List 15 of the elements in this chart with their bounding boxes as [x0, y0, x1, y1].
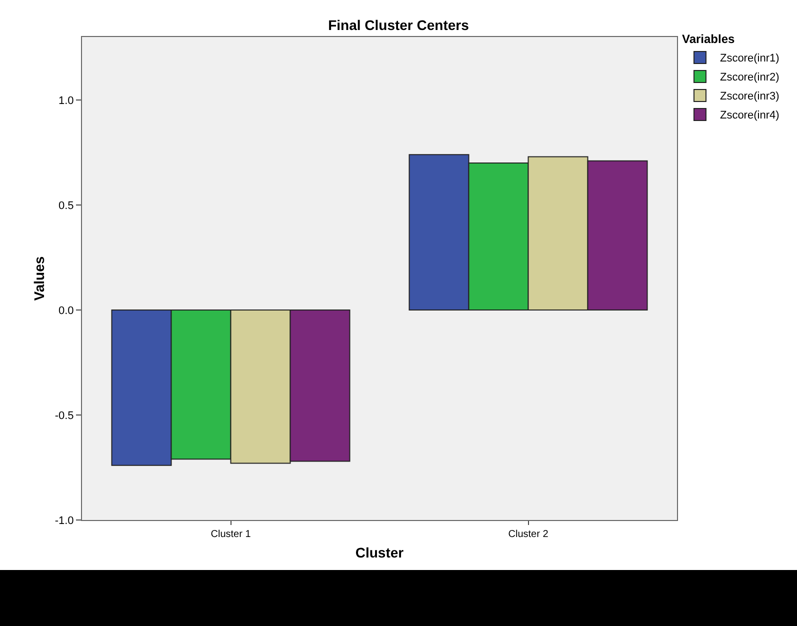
legend-label: Zscore(inr2): [720, 72, 780, 84]
legend-label: Zscore(inr3): [720, 90, 780, 103]
legend-label: Zscore(inr1): [720, 52, 780, 65]
y-tick-label: -1.0: [54, 514, 74, 527]
legend-title: Variables: [682, 32, 736, 46]
y-tick-label: 0.5: [58, 200, 74, 212]
legend-label: Zscore(inr4): [720, 110, 780, 122]
chart-title: Final Cluster Centers: [328, 16, 470, 33]
x-axis-title: Cluster: [355, 544, 404, 560]
y-tick-label: 1.0: [58, 94, 74, 107]
x-tick-label: Cluster 1: [210, 529, 252, 540]
y-tick-label: -0.5: [54, 410, 74, 422]
x-tick-label: Cluster 2: [508, 529, 549, 540]
y-axis-title: Values: [31, 256, 47, 301]
y-tick-label: 0.0: [58, 304, 74, 317]
